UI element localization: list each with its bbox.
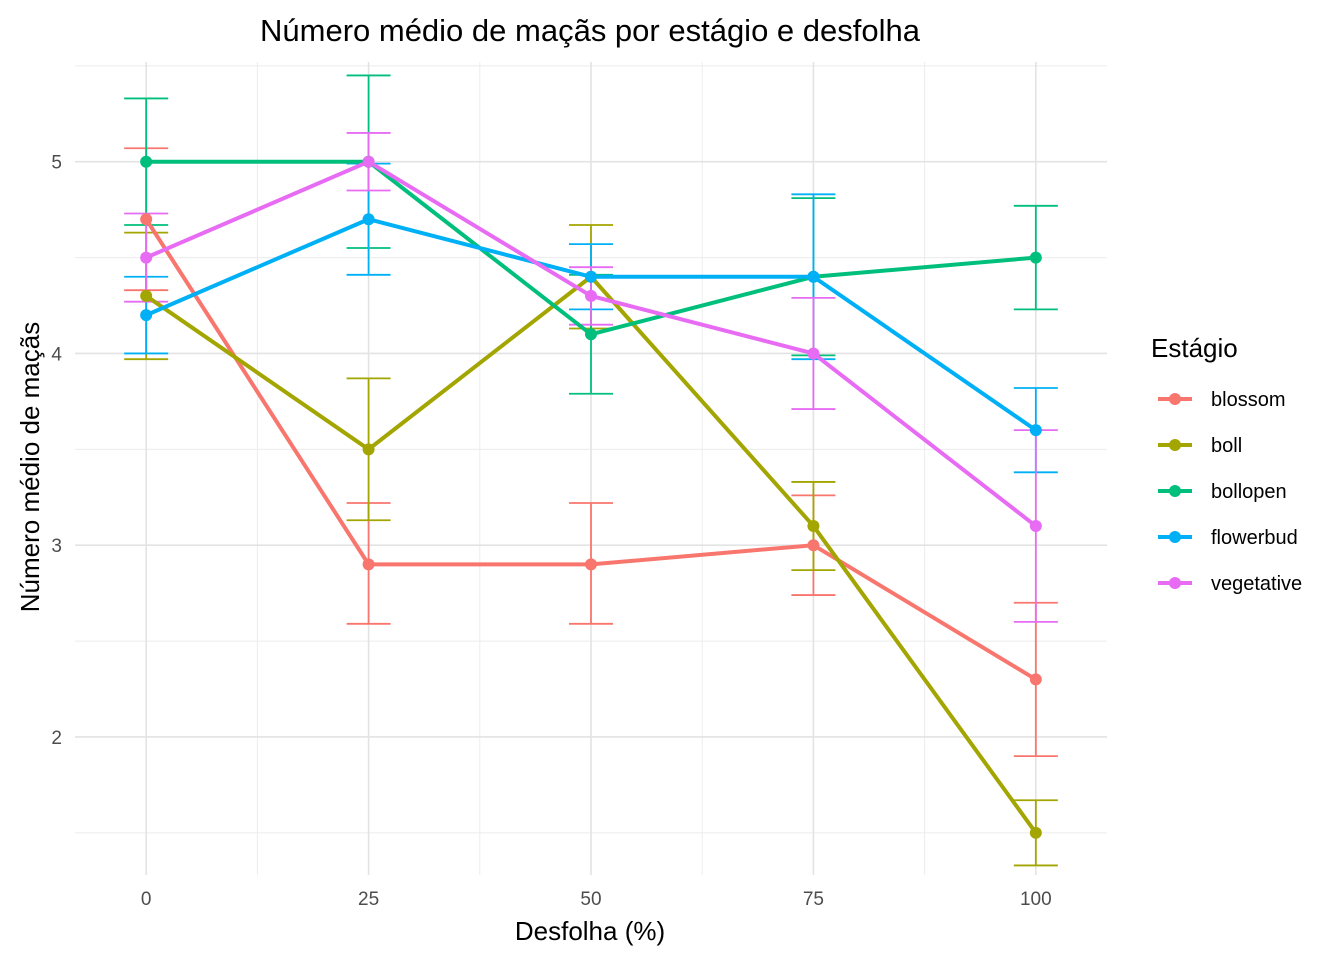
legend-label: vegetative (1211, 573, 1302, 595)
legend-item-bollopen: bollopen (1158, 481, 1287, 503)
data-point-blossom (1029, 673, 1042, 686)
x-tick-label: 25 (358, 889, 379, 910)
legend-label: boll (1211, 435, 1242, 457)
legend-label: flowerbud (1211, 527, 1298, 549)
data-point-blossom (585, 558, 597, 571)
data-point-flowerbud (362, 213, 375, 226)
legend: Estágio blossom boll bollopen flowerbud vege… (1151, 333, 1302, 595)
data-point-blossom (362, 558, 375, 571)
data-point-boll (1029, 826, 1042, 839)
legend-item-boll: boll (1158, 435, 1242, 457)
data-point-boll (140, 289, 153, 302)
data-point-bollopen (1029, 251, 1042, 264)
legend-item-flowerbud: flowerbud (1158, 527, 1298, 549)
data-point-bollopen (585, 328, 597, 341)
legend-item-vegetative: vegetative (1158, 573, 1302, 595)
legend-item-blossom: blossom (1158, 389, 1285, 411)
data-point-flowerbud (585, 270, 597, 283)
legend-key-point (1169, 439, 1181, 451)
data-point-boll (362, 443, 375, 456)
chart-title: Número médio de maçãs por estágio e desf… (260, 13, 921, 48)
y-tick-label: 3 (51, 536, 62, 557)
legend-key-point (1169, 531, 1181, 543)
x-axis-title: Desfolha (%) (515, 916, 665, 946)
data-point-flowerbud (1029, 424, 1042, 437)
data-point-boll (807, 520, 820, 533)
legend-items: blossom boll bollopen flowerbud vegetative (1158, 389, 1302, 595)
legend-label: blossom (1211, 389, 1285, 411)
legend-title: Estágio (1151, 333, 1238, 363)
data-point-vegetative (140, 251, 153, 264)
data-points (140, 155, 1042, 839)
legend-key-point (1169, 393, 1181, 405)
grid (75, 62, 1107, 875)
y-tick-label: 5 (51, 153, 62, 174)
legend-key-point (1169, 485, 1181, 497)
data-point-bollopen (140, 155, 153, 168)
x-axis-ticks: 0 25 50 75 100 (141, 889, 1052, 910)
x-tick-label: 100 (1020, 889, 1052, 910)
data-point-flowerbud (807, 270, 820, 283)
x-tick-label: 75 (803, 889, 824, 910)
y-tick-label: 4 (51, 344, 62, 365)
legend-key-point (1169, 577, 1181, 589)
data-point-blossom (807, 539, 820, 552)
y-axis-title: Número médio de maçãs (15, 322, 45, 612)
y-tick-label: 2 (51, 728, 62, 749)
data-point-flowerbud (140, 309, 153, 322)
data-point-vegetative (585, 289, 597, 302)
data-point-vegetative (1029, 520, 1042, 533)
y-axis-ticks: 2 3 4 5 (51, 153, 62, 749)
x-tick-label: 50 (580, 889, 601, 910)
legend-label: bollopen (1211, 481, 1287, 503)
x-tick-label: 0 (141, 889, 152, 910)
data-point-vegetative (807, 347, 820, 360)
data-point-blossom (140, 213, 153, 226)
data-point-vegetative (362, 155, 375, 168)
